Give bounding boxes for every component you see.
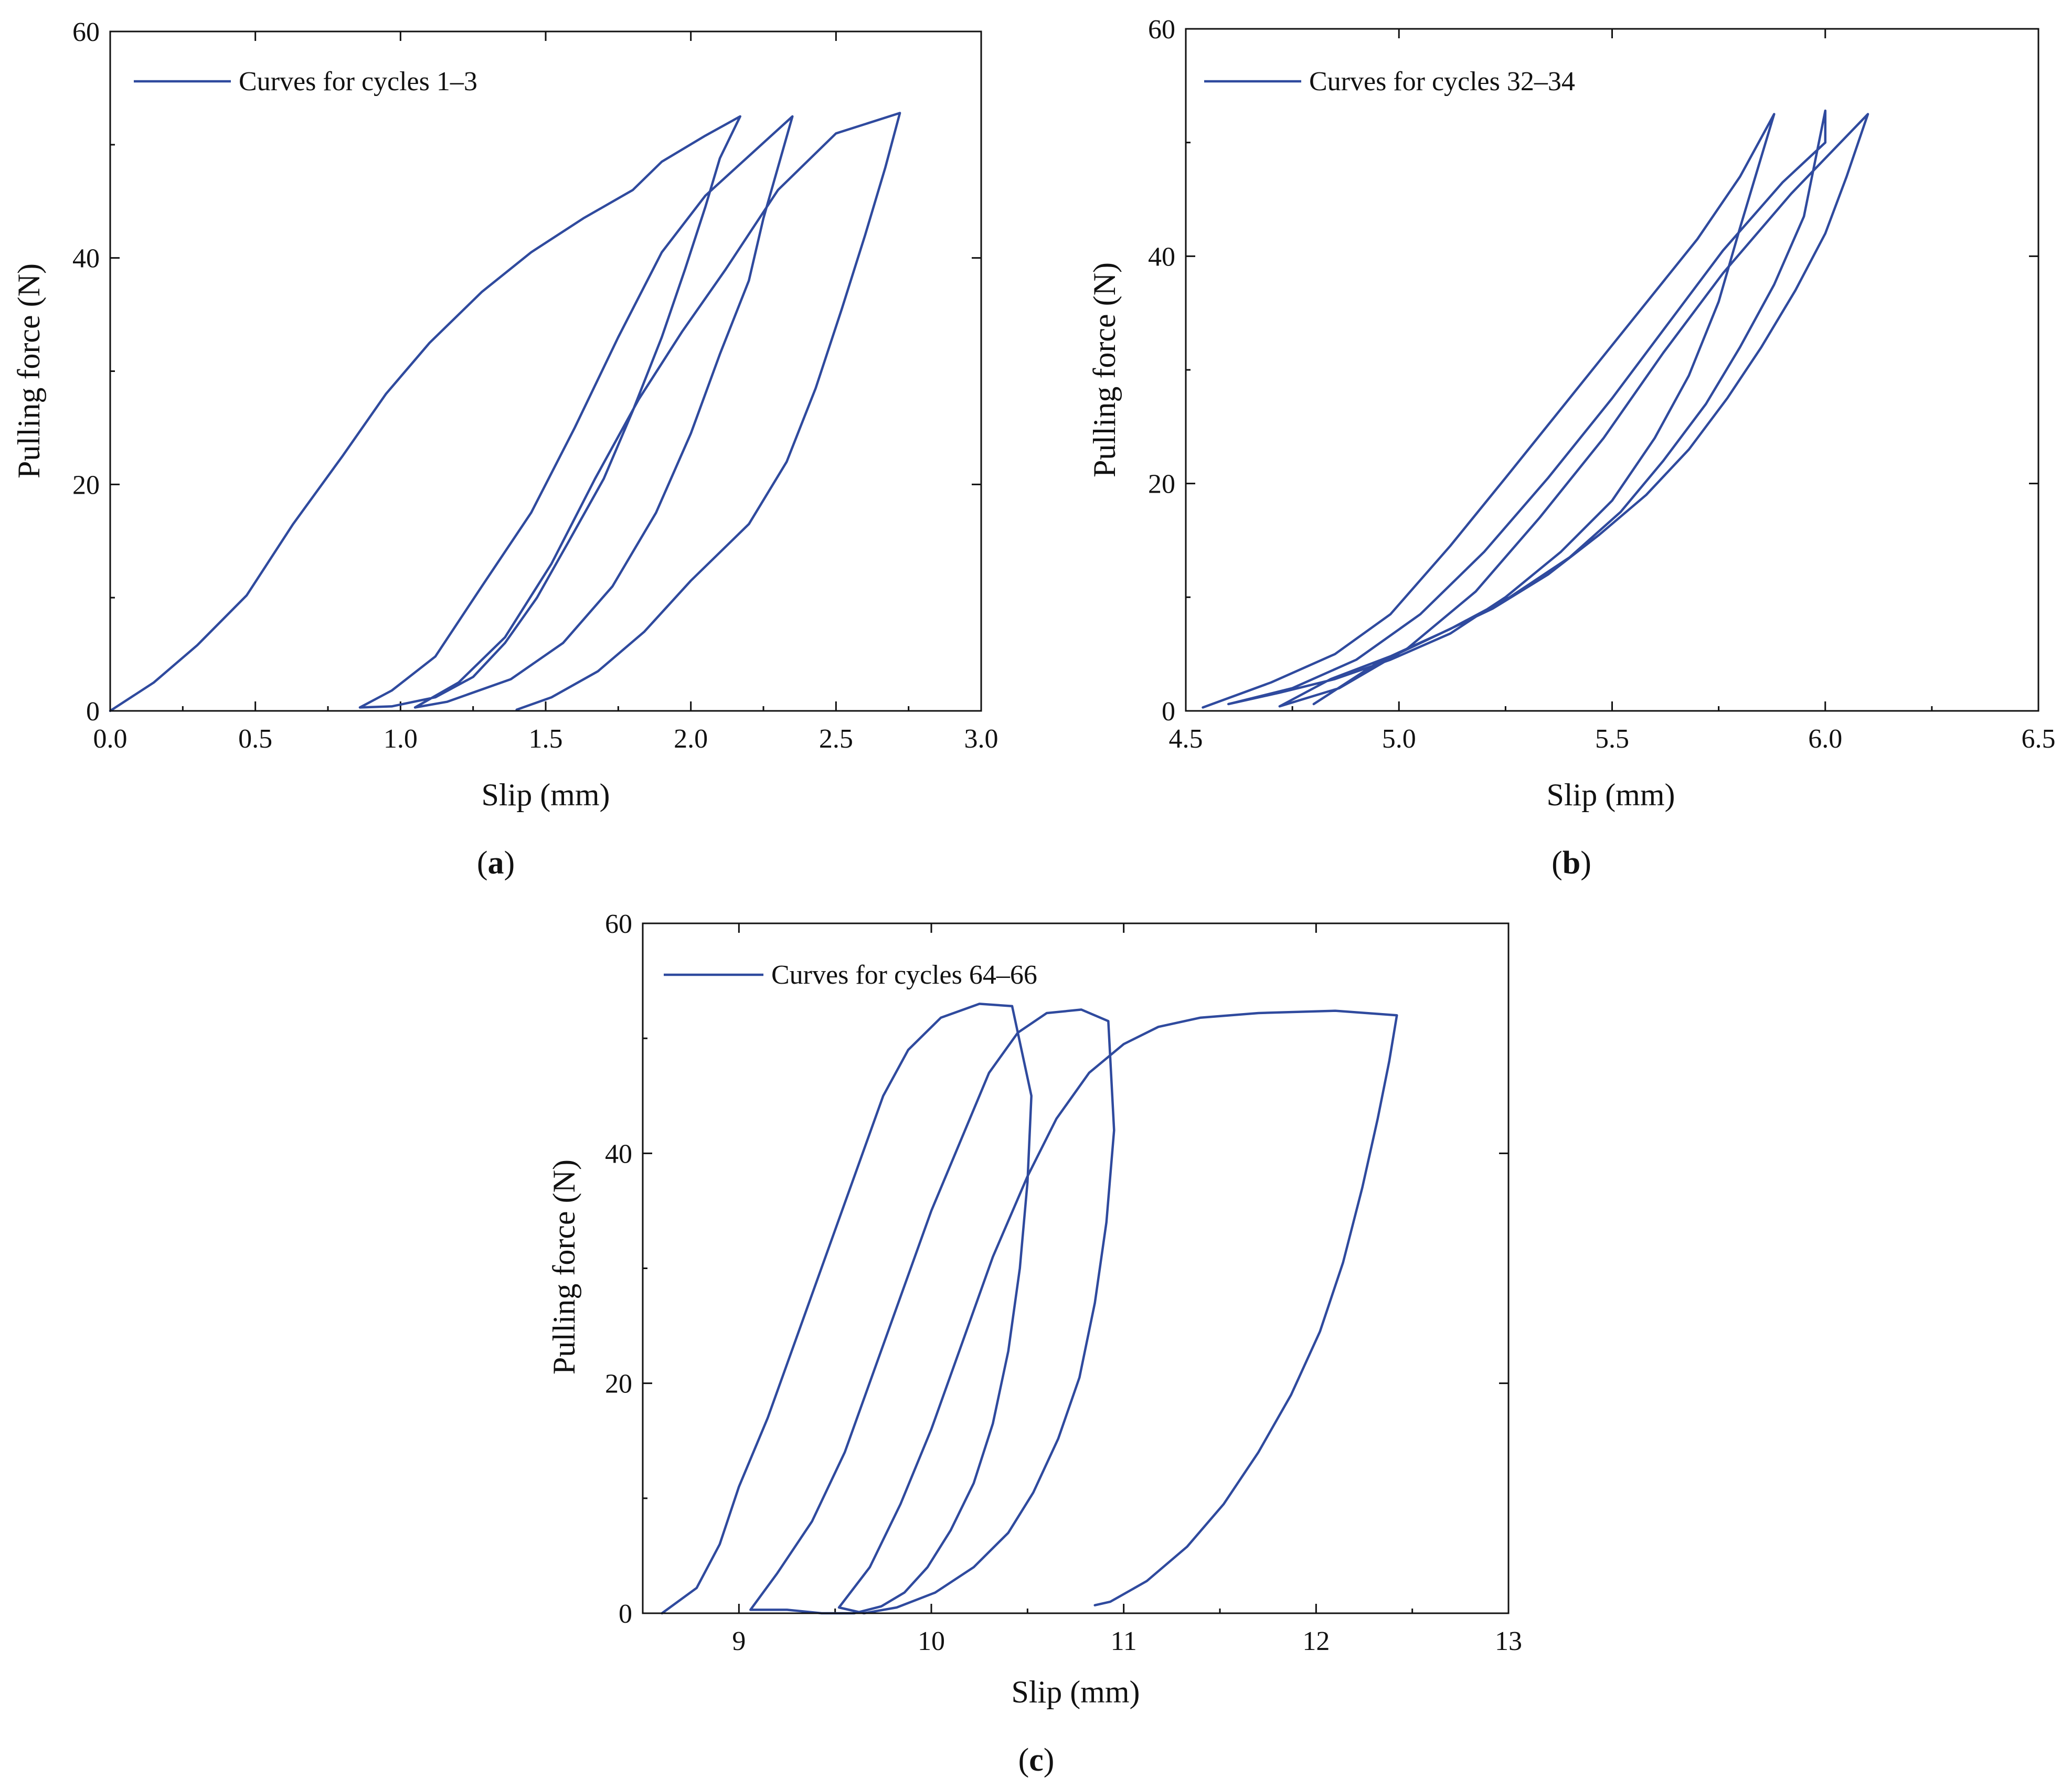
panel-b-xtick-label: 5.0 [1382, 724, 1416, 754]
panel-c-series-line [661, 1003, 1398, 1615]
panel-a-legend-label: Curves for cycles 1–3 [239, 67, 477, 97]
panel-c-legend-label: Curves for cycles 64–66 [771, 960, 1037, 990]
panel-a-ytick-label: 20 [72, 470, 100, 500]
panel-b-xtick-label: 4.5 [1169, 724, 1203, 754]
panel-c-ytick-label: 60 [605, 909, 632, 939]
panel-a-xtick-label: 3.0 [964, 724, 998, 754]
panel-a: 0.0 0.5 1.0 1.5 2.0 2.5 3.0 0 20 40 60 Curves for … [12, 17, 998, 881]
panel-c-ylabel: Pulling force (N) [547, 1159, 581, 1375]
panel-c-xtick-label: 10 [918, 1626, 945, 1656]
panel-a-ytick-label: 40 [72, 244, 100, 274]
panel-a-xtick-label: 1.5 [529, 724, 563, 754]
panel-c-frame [642, 922, 1510, 1614]
panel-b-xtick-label: 5.5 [1595, 724, 1629, 754]
panel-c-xtick-label: 9 [732, 1626, 746, 1656]
panel-a-ylabel: Pulling force (N) [12, 263, 46, 478]
panel-a-xtick-label: 2.0 [674, 724, 708, 754]
panel-c: 9 10 11 12 13 0 20 40 60 Curves for cycles 64–66… [547, 909, 1522, 1778]
panel-c-xtick-label: 11 [1111, 1626, 1137, 1656]
panel-b-ytick-label: 0 [1162, 697, 1175, 727]
panel-b-caption-letter: b [1563, 845, 1580, 881]
panel-a-tick-labels: 0.0 0.5 1.0 1.5 2.0 2.5 3.0 0 20 40 60 [72, 17, 998, 754]
panel-b: 4.5 5.0 5.5 6.0 6.5 0 20 40 60 Curves for cycles… [1087, 15, 2056, 881]
panel-a-series-line [109, 112, 901, 712]
panel-a-xtick-label: 0.5 [238, 724, 272, 754]
panel-c-curves [661, 1003, 1398, 1615]
panel-b-xtick-label: 6.0 [1808, 724, 1842, 754]
panel-b-xlabel: Slip (mm) [1546, 778, 1675, 812]
panel-c-caption: (c) [1018, 1742, 1055, 1778]
panel-b-curves [1202, 109, 1869, 709]
panel-c-tick-labels: 9 10 11 12 13 0 20 40 60 [605, 909, 1522, 1656]
panel-a-curves [109, 112, 901, 712]
panel-c-ytick-label: 0 [619, 1599, 632, 1629]
panel-a-xtick-label: 2.5 [819, 724, 853, 754]
panel-b-ytick-label: 60 [1148, 15, 1175, 45]
panel-a-ytick-label: 60 [72, 17, 100, 47]
panel-b-ylabel: Pulling force (N) [1087, 262, 1122, 477]
panel-c-xtick-label: 12 [1302, 1626, 1330, 1656]
panel-b-legend-label: Curves for cycles 32–34 [1309, 67, 1575, 97]
panel-c-ytick-label: 40 [605, 1139, 632, 1169]
panel-a-ytick-label: 0 [86, 697, 100, 727]
panel-b-ytick-label: 40 [1148, 242, 1175, 272]
panel-b-tick-labels: 4.5 5.0 5.5 6.0 6.5 0 20 40 60 [1148, 15, 2056, 754]
panel-a-xlabel: Slip (mm) [481, 778, 610, 812]
panel-a-frame [109, 30, 982, 712]
panel-c-ytick-label: 20 [605, 1369, 632, 1399]
panel-c-caption-letter: c [1029, 1742, 1044, 1778]
panel-b-xtick-label: 6.5 [2022, 724, 2056, 754]
panel-a-xtick-label: 0.0 [93, 724, 127, 754]
panel-b-frame [1185, 28, 2039, 712]
panel-a-caption-letter: a [488, 845, 504, 881]
panel-a-xtick-label: 1.0 [384, 724, 418, 754]
panel-b-series-line [1202, 109, 1869, 709]
panel-a-caption: (a) [477, 845, 515, 881]
panel-b-ytick-label: 20 [1148, 470, 1175, 499]
panel-c-xlabel: Slip (mm) [1011, 1675, 1140, 1709]
panel-b-caption: (b) [1552, 845, 1591, 881]
panel-c-xtick-label: 13 [1495, 1626, 1522, 1656]
